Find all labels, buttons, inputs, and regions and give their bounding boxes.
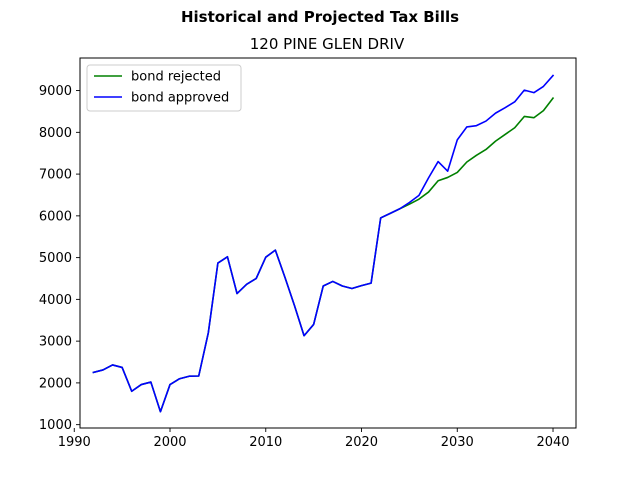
legend-box [86, 64, 242, 112]
x-axis: 1990 2000 2010 2020 2030 2040 [58, 428, 570, 450]
x-tick-label: 2010 [249, 435, 282, 450]
y-tick-label: 4000 [39, 293, 72, 308]
y-tick-label: 9000 [39, 84, 72, 99]
legend-label-bond-rejected: bond rejected [131, 70, 221, 85]
chart-subtitle: 120 PINE GLEN DRIV [250, 35, 405, 53]
x-tick-label: 2040 [536, 435, 569, 450]
chart-title: Historical and Projected Tax Bills [181, 8, 459, 26]
y-axis: 1000 2000 3000 4000 5000 6000 7000 8000 9000 [39, 84, 80, 433]
legend: bond rejected bond approved [86, 64, 242, 112]
legend-label-bond-approved: bond approved [131, 91, 229, 106]
y-tick-label: 3000 [39, 335, 72, 350]
x-tick-label: 2000 [153, 435, 186, 450]
series-layer [92, 74, 555, 413]
x-tick-label: 2030 [441, 435, 474, 450]
plot-frame [79, 57, 577, 429]
series-line-bond-rejected [92, 96, 555, 413]
y-tick-label: 2000 [39, 376, 72, 391]
y-tick-label: 8000 [39, 126, 72, 141]
x-tick-label: 2020 [345, 435, 378, 450]
y-tick-label: 7000 [39, 168, 72, 183]
y-tick-label: 5000 [39, 251, 72, 266]
series-line-bond-approved [92, 74, 555, 413]
x-tick-label: 1990 [58, 435, 91, 450]
y-tick-label: 1000 [39, 418, 72, 433]
y-tick-label: 6000 [39, 209, 72, 224]
